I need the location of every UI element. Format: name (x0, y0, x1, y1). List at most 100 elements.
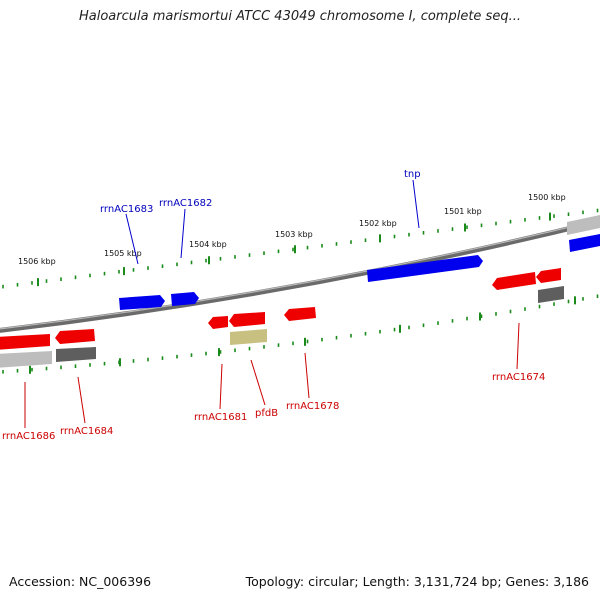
gene-label-rrnAC1682: rrnAC1682 (159, 198, 212, 209)
tick-label: 1505 kbp (104, 249, 142, 258)
gene-rrnAC1681[interactable] (208, 316, 228, 329)
lower-major-tick (479, 312, 481, 321)
tick-label: 1502 kbp (359, 219, 397, 228)
major-tick (123, 267, 125, 276)
gene-rrnAC1674b[interactable] (536, 268, 561, 283)
lower-minor-tick (2, 369, 4, 374)
gene-rrnAC1684-gray[interactable] (56, 347, 96, 362)
genome-summary-text: Topology: circular; Length: 3,131,724 bp… (245, 574, 589, 589)
gene-label-rrnAC1681: rrnAC1681 (194, 412, 247, 423)
upper-minor-tick (509, 219, 512, 224)
upper-minor-tick (16, 282, 19, 287)
lower-minor-tick (567, 299, 570, 304)
lower-minor-tick (176, 354, 178, 359)
lower-minor-tick (350, 333, 352, 338)
lower-minor-tick (31, 367, 33, 372)
gene-pfdB[interactable] (230, 329, 267, 345)
gene-tnp[interactable] (367, 255, 483, 282)
upper-minor-tick (277, 249, 280, 254)
upper-minor-tick (364, 238, 367, 243)
gene-label-pfdB: pfdB (255, 408, 278, 419)
tick-label: 1506 kbp (18, 257, 56, 266)
major-tick (37, 278, 39, 287)
lower-minor-tick (74, 364, 77, 368)
upper-minor-tick (335, 242, 338, 246)
upper-minor-tick (234, 255, 236, 259)
lower-minor-tick (60, 365, 62, 370)
gene-label-rrnAC1684: rrnAC1684 (60, 426, 113, 437)
lower-minor-tick (495, 312, 497, 316)
tick-marks: 1506 kbp 1505 kbp 1504 kbp 1503 kbp 1502 kbp… (18, 193, 576, 374)
lower-minor-tick (408, 325, 410, 330)
gene-rrnAC1684[interactable] (55, 329, 95, 344)
lower-minor-tick (538, 304, 541, 309)
gene-rrnAC1682[interactable] (171, 292, 199, 306)
upper-minor-tick (437, 229, 439, 233)
gene-rrnAC1678[interactable] (284, 307, 316, 321)
gene-right-edge-gray[interactable] (567, 214, 600, 235)
lower-minor-tick (509, 309, 512, 314)
gene-rrnAC1681b[interactable] (229, 312, 265, 327)
gene-label-rrnAC1683: rrnAC1683 (100, 204, 153, 215)
upper-minor-tick (582, 210, 584, 215)
gene-rrnAC1683[interactable] (119, 295, 165, 310)
gene-rrnAC1674[interactable] (492, 272, 536, 290)
reverse-strand-genes (0, 214, 600, 368)
upper-minor-tick (422, 230, 425, 235)
upper-minor-tick (538, 216, 541, 220)
lower-minor-tick (451, 319, 454, 323)
upper-minor-tick (103, 271, 106, 276)
gene-rrnAC1674-gray[interactable] (538, 286, 564, 303)
major-tick (294, 245, 296, 254)
lower-minor-tick (524, 307, 526, 311)
upper-minor-tick (2, 284, 4, 289)
upper-minor-tick (60, 277, 62, 281)
upper-minor-tick (553, 214, 555, 218)
lower-minor-tick (147, 357, 149, 362)
upper-minor-tick (118, 269, 120, 274)
lower-minor-tick (248, 346, 251, 351)
tick-label: 1500 kbp (528, 193, 566, 202)
upper-minor-tick (161, 264, 164, 268)
tick-label: 1504 kbp (189, 240, 227, 249)
upper-minor-tick (567, 212, 570, 217)
upper-minor-tick (248, 253, 251, 257)
genome-backbone (0, 218, 600, 333)
lower-minor-tick (132, 359, 135, 363)
lower-minor-tick (466, 316, 468, 321)
upper-minor-tick (466, 225, 468, 230)
upper-minor-tick (74, 275, 77, 280)
upper-minor-tick (495, 221, 497, 226)
lower-minor-tick (582, 297, 584, 301)
gene-rrnAC1686-gray[interactable] (0, 351, 52, 368)
lower-minor-tick (321, 337, 323, 342)
gene-label-rrnAC1678: rrnAC1678 (286, 401, 339, 412)
major-tick (549, 212, 551, 221)
lower-minor-tick (596, 294, 599, 299)
major-tick (379, 234, 381, 243)
upper-minor-tick (190, 260, 193, 265)
accession-text: Accession: NC_006396 (9, 574, 152, 589)
upper-minor-tick (205, 258, 207, 263)
lower-minor-tick (161, 356, 164, 360)
lower-minor-tick (553, 302, 555, 306)
lower-minor-tick (422, 323, 425, 328)
major-tick (208, 256, 210, 265)
upper-minor-tick (219, 256, 222, 261)
lower-minor-tick (480, 314, 483, 319)
upper-minor-tick (596, 208, 599, 213)
gene-right-edge-forward[interactable] (569, 233, 600, 252)
lower-minor-tick (16, 368, 19, 373)
upper-minor-tick (45, 279, 48, 283)
upper-minor-tick (480, 223, 483, 228)
label-leader-lines (24, 179, 520, 428)
lower-minor-tick (393, 327, 396, 332)
upper-minor-tick (393, 234, 396, 239)
tick-label: 1501 kbp (444, 207, 482, 216)
lower-minor-tick (292, 341, 294, 346)
upper-minor-tick (31, 281, 33, 285)
gene-rrnAC1686[interactable] (0, 334, 50, 350)
upper-minor-tick (263, 251, 265, 256)
tick-label: 1503 kbp (275, 230, 313, 239)
lower-minor-tick (219, 350, 222, 354)
